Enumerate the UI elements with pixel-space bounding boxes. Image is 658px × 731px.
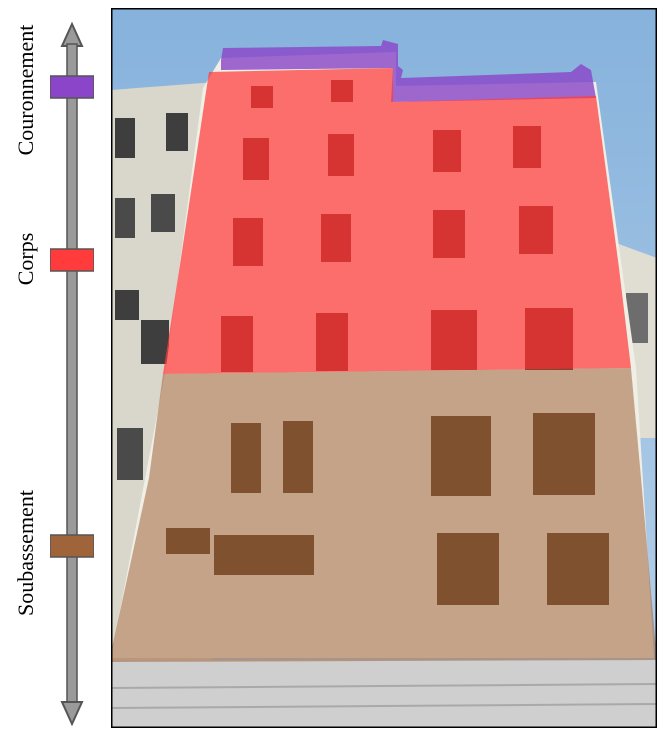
corps-label: Corps — [13, 232, 38, 286]
soubassement-marker — [50, 534, 94, 558]
vertical-axis — [50, 21, 94, 727]
axis-double-arrow-icon — [60, 21, 84, 727]
corps-marker — [50, 248, 94, 272]
building-facade-photo — [111, 8, 657, 728]
corps-overlay — [163, 68, 631, 374]
couronnement-marker — [50, 75, 94, 99]
street — [111, 660, 657, 728]
couronnement-overlay — [221, 40, 596, 102]
soubassement-label: Soubassement — [13, 490, 38, 616]
soubassement-overlay — [111, 368, 657, 662]
couronnement-label: Couronnement — [13, 24, 38, 156]
